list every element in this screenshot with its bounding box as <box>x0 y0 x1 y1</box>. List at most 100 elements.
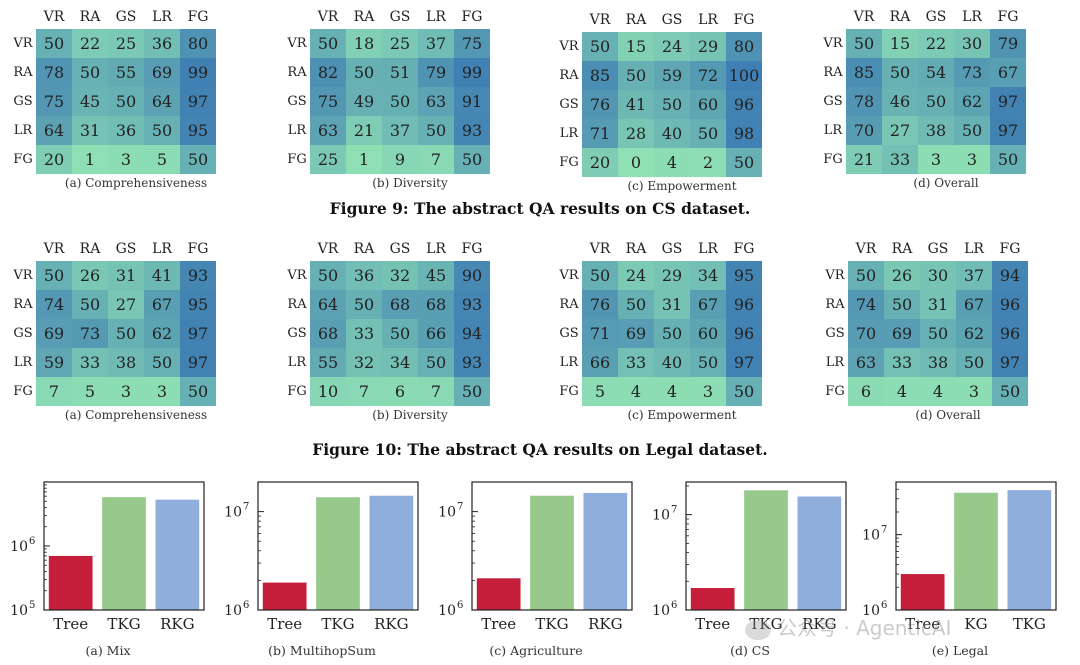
heatmap-row-label: VR <box>823 36 843 51</box>
heatmap-col-label: RA <box>625 12 647 28</box>
heatmap-cell: 50 <box>726 377 762 406</box>
heatmap-subtitle: (c) Empowerment <box>627 408 737 422</box>
heatmap-cell: 33 <box>72 348 108 377</box>
y-tick-label-base: 10 <box>224 505 242 521</box>
heatmap-subtitle: (b) Diversity <box>372 408 448 422</box>
heatmap-cell: 3 <box>108 145 144 174</box>
watermark-text: 公众号 · AgenticAI <box>777 616 952 640</box>
bar-tree <box>48 555 93 610</box>
heatmap-subtitle: (b) Diversity <box>372 176 448 190</box>
heatmap-row-label: VR <box>559 268 579 283</box>
heatmap-subtitle: (d) Overall <box>915 408 981 422</box>
heatmap-cell: 1 <box>72 145 108 174</box>
heatmap-cell: 95 <box>726 261 762 290</box>
heatmap-cell: 20 <box>582 148 618 177</box>
x-tick-label: KG <box>964 615 987 633</box>
x-tick-label: Tree <box>695 615 730 633</box>
heatmap-cell: 85 <box>846 58 882 87</box>
heatmap-cell: 54 <box>918 58 954 87</box>
heatmap-col-label: RA <box>353 241 375 257</box>
heatmap-cell: 78 <box>846 87 882 116</box>
heatmap-cell: 50 <box>920 319 956 348</box>
heatmap-cell: 33 <box>882 145 918 174</box>
heatmap-col-label: LR <box>962 9 982 25</box>
y-tick-label-exponent: 6 <box>29 536 35 547</box>
bar-rkg <box>155 499 200 610</box>
heatmap-cell: 50 <box>884 290 920 319</box>
heatmap-cell: 3 <box>956 377 992 406</box>
bar-chart-subtitle: (a) Mix <box>85 643 131 658</box>
bar-tree <box>476 578 521 610</box>
heatmap-cell: 21 <box>346 116 382 145</box>
heatmap-cell: 64 <box>310 290 346 319</box>
heatmap-cell: 50 <box>726 148 762 177</box>
heatmap-cell: 80 <box>180 29 216 58</box>
bar-tkg <box>744 490 788 610</box>
heatmap-col-label: FG <box>733 241 755 257</box>
heatmap-col-label: FG <box>461 9 483 25</box>
heatmap-cell: 97 <box>990 116 1026 145</box>
heatmap-cell: 27 <box>882 116 918 145</box>
heatmap-subtitle: (c) Empowerment <box>627 179 737 193</box>
heatmap-cell: 50 <box>690 119 726 148</box>
heatmap-cell: 49 <box>346 87 382 116</box>
heatmap-cell: 51 <box>382 58 418 87</box>
plot-frame <box>685 481 847 611</box>
heatmap-col-label: RA <box>625 241 647 257</box>
heatmap-cell: 25 <box>108 29 144 58</box>
heatmap-col-label: GS <box>389 241 411 257</box>
heatmap-cell: 32 <box>382 261 418 290</box>
heatmap-cell: 71 <box>582 119 618 148</box>
x-tick-label: Tree <box>53 615 88 633</box>
heatmap-cell: 50 <box>992 377 1028 406</box>
heatmap-row-label: FG <box>559 384 579 399</box>
heatmap-cell: 97 <box>992 348 1028 377</box>
heatmap-row-label: FG <box>559 155 579 170</box>
bar-tree <box>690 588 735 610</box>
heatmap-row-label: RA <box>13 65 33 80</box>
heatmap-cell: 36 <box>108 116 144 145</box>
heatmap-cell: 3 <box>954 145 990 174</box>
heatmap-fig10-comprehensiveness: VR RA GS LR FG VR 50 26 31 41 93 RA 74 50 27 67 95 GS 69 73… <box>10 237 260 427</box>
x-tick-label: RKG <box>588 615 622 633</box>
heatmap-col-label: RA <box>889 9 911 25</box>
heatmap-col-label: GS <box>661 241 683 257</box>
heatmap-row-label: LR <box>287 123 307 138</box>
heatmap-cell: 82 <box>310 58 346 87</box>
heatmap-cell: 40 <box>654 348 690 377</box>
heatmap-cell: 79 <box>418 58 454 87</box>
heatmap-cell: 24 <box>654 32 690 61</box>
heatmap-cell: 97 <box>180 87 216 116</box>
heatmap-cell: 29 <box>654 261 690 290</box>
y-tick-label-base: 10 <box>438 603 456 619</box>
heatmap-cell: 90 <box>454 261 490 290</box>
y-tick-label-base: 10 <box>10 539 28 555</box>
heatmap-fig9-overall: VR RA GS LR FG VR 50 15 22 30 79 RA 85 50 54 73 67 GS 78 46… <box>820 5 1070 195</box>
heatmap-cell: 71 <box>582 319 618 348</box>
heatmap-col-label: VR <box>43 241 65 257</box>
heatmap-cell: 50 <box>108 87 144 116</box>
heatmap-row-label: GS <box>823 94 843 109</box>
heatmap-cell: 38 <box>918 116 954 145</box>
heatmap-cell: 67 <box>956 290 992 319</box>
heatmap-cell: 59 <box>36 348 72 377</box>
x-tick-label: TKG <box>107 615 140 633</box>
heatmap-col-label: GS <box>389 9 411 25</box>
y-tick-label-base: 10 <box>862 603 880 619</box>
heatmap-cell: 50 <box>690 348 726 377</box>
heatmap-col-label: FG <box>187 241 209 257</box>
heatmap-cell: 63 <box>310 116 346 145</box>
bar-chart-legal: Tree KG TKG 10 6 10 7 (e) Legal <box>852 470 1068 665</box>
heatmap-cell: 15 <box>618 32 654 61</box>
heatmap-cell: 38 <box>108 348 144 377</box>
y-tick-label-base: 10 <box>862 528 880 544</box>
figure9-caption: Figure 9: The abstract QA results on CS … <box>329 199 751 218</box>
heatmap-cell: 99 <box>454 58 490 87</box>
heatmap-row-label: VR <box>13 268 33 283</box>
heatmap-fig10-diversity: VR RA GS LR FG VR 50 36 32 45 90 RA 64 50 68 68 93 GS 68 33… <box>284 237 534 427</box>
plot-frame <box>43 481 205 611</box>
heatmap-row-label: RA <box>559 297 579 312</box>
heatmap-subtitle: (d) Overall <box>913 176 979 190</box>
heatmap-cell: 97 <box>180 319 216 348</box>
heatmap-row-label: GS <box>559 97 579 112</box>
